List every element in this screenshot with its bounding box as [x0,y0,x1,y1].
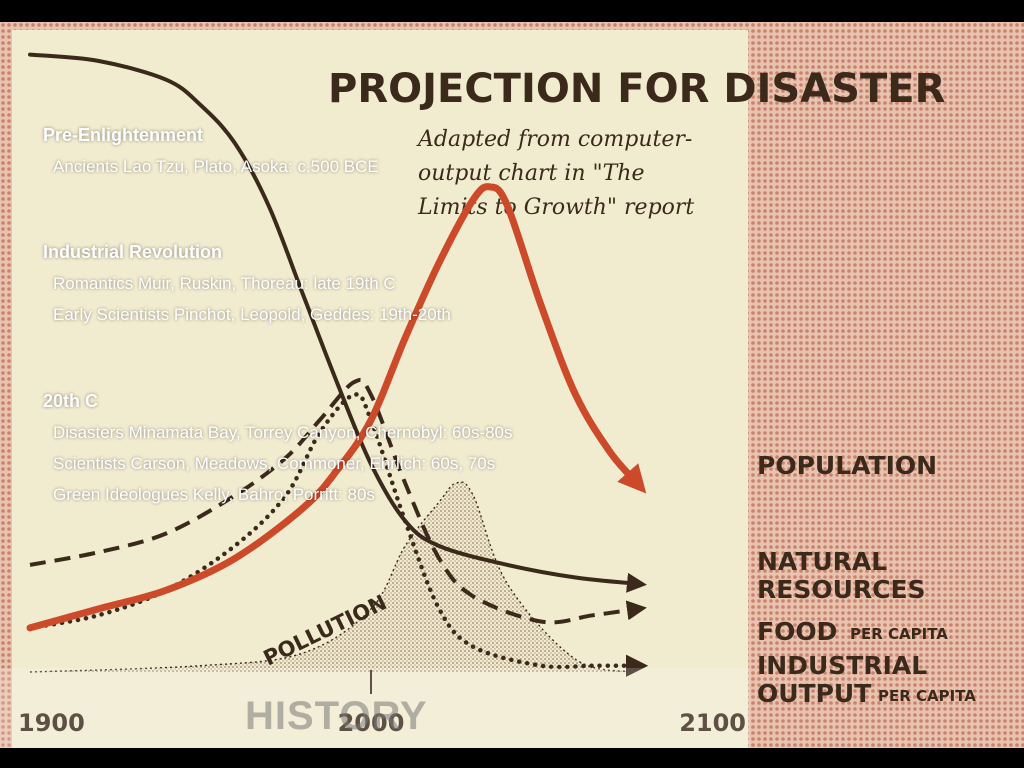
x-tick-label-2100: 2100 [679,709,746,737]
history-label: HISTORY [245,694,428,738]
series-natural-resources-line [28,52,647,593]
label-industrial-2: OUTPUT [757,679,871,708]
x-tick-label-1900: 1900 [18,709,85,737]
halftone-top-edge [0,22,1024,30]
series-pollution-edge [29,481,638,673]
disaster-projection-chart: PROJECTION FOR DISASTER Adapted from com… [0,22,1024,748]
label-population: POPULATION [757,451,937,480]
label-industrial-1: INDUSTRIAL [757,651,927,680]
label-natural-resources-2: RESOURCES [757,575,926,604]
label-natural-resources-1: NATURAL [757,547,887,576]
chart-subtitle-line-2: output chart in "The [418,161,644,186]
halftone-right-panel [748,22,1024,748]
series-population-line [26,183,647,632]
label-food-sub: PER CAPITA [850,625,948,643]
footer-band [0,668,750,748]
series-food-per-capita-line [29,377,647,625]
halftone-left-edge [0,22,12,748]
label-food: FOOD [757,617,837,646]
label-industrial-sub: PER CAPITA [878,687,976,705]
x-tick-label-2000: 2000 [338,709,405,737]
x-axis-ticks: 1900 2000 2100 [18,670,746,737]
chart-subtitle-line-1: Adapted from computer- [416,127,692,152]
series-pollution-area [30,482,637,672]
slide: PROJECTION FOR DISASTER Adapted from com… [0,22,1024,748]
chart-title: PROJECTION FOR DISASTER [328,66,945,112]
chart-subtitle-line-3: Limits to Growth" report [417,195,694,220]
chart-marks [26,52,649,677]
